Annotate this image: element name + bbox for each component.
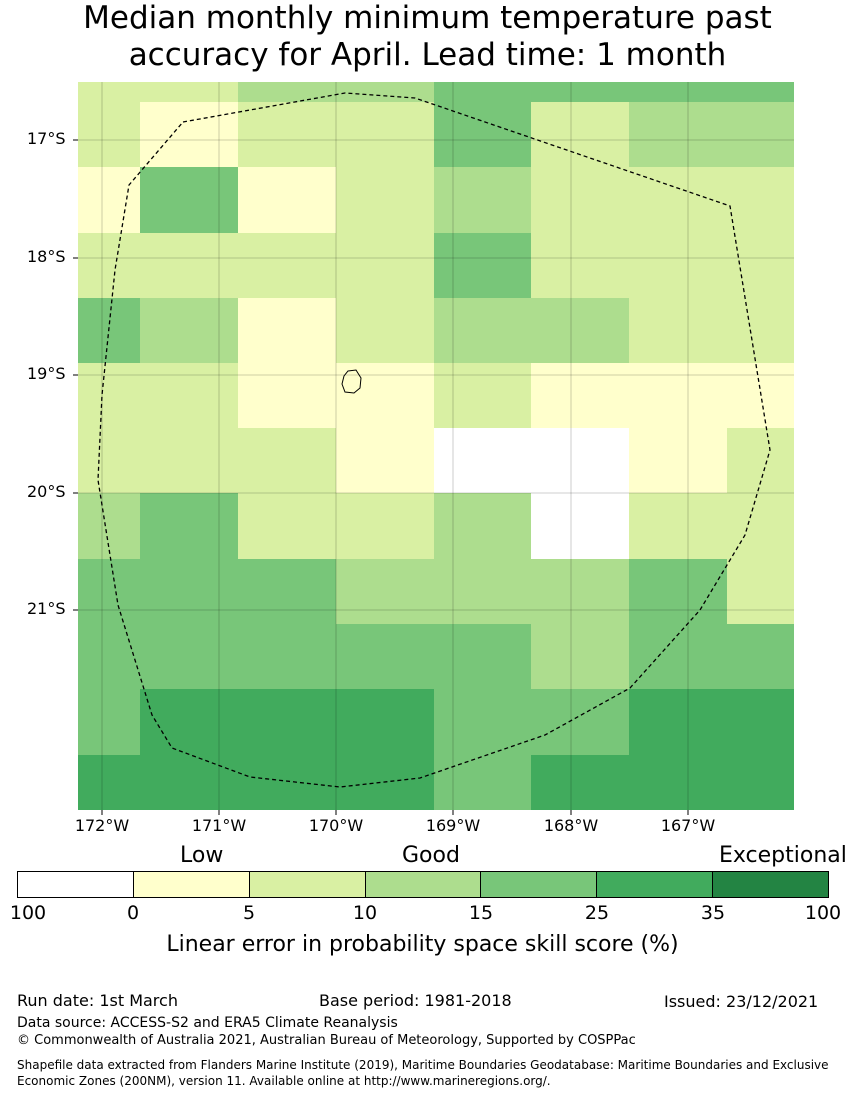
grid-cell [78,624,531,689]
grid-cell [434,493,531,559]
grid-cell [140,167,238,233]
grid-cell [78,559,336,624]
lat-label: 19°S [27,364,66,383]
grid-cell [336,428,434,493]
grid-cell [531,167,794,233]
grid-cell [434,428,629,493]
grid-cell [531,363,794,428]
grid-cell [434,167,531,233]
skill-map [73,82,794,815]
grid-cell [629,298,794,363]
colorbar-swatch [365,872,482,897]
data-source: Data source: ACCESS-S2 and ERA5 Climate … [17,1015,398,1031]
colorbar-swatch [481,872,598,897]
grid-cell [531,493,629,559]
grid-cell [434,689,629,755]
grid-cell [336,559,629,624]
copyright: © Commonwealth of Australia 2021, Austra… [17,1033,636,1048]
grid-cell [531,755,794,810]
grid-cell [238,167,336,233]
grid-cell [78,689,140,755]
grid-cell [238,493,434,559]
grid-cell [629,493,794,559]
colorbar-tick: 15 [468,902,494,924]
colorbar-tick: 0 [126,902,140,924]
grid-cell [78,102,140,167]
grid-cell [140,493,238,559]
grid-cell [434,82,794,102]
chart-title: Median monthly minimum temperature past … [0,0,855,74]
grid-cell [629,689,794,755]
grid-cell [629,428,727,493]
grid-cell [629,102,794,167]
grid-cell [531,102,629,167]
grid-cell [336,298,434,363]
colorbar-tick: 25 [584,902,610,924]
gridlines [78,82,794,810]
lon-label: 167°W [660,816,716,835]
grid-cell [531,624,629,689]
grid-cell [629,559,727,624]
grid-cell [140,102,238,167]
grid-cell [238,82,434,102]
title-line-1: Median monthly minimum temperature past [83,0,772,36]
grid-cell [78,167,140,233]
colorbar-tick: 10 [352,902,378,924]
axis-ticks [73,139,689,815]
category-exceptional: Exceptional [719,843,847,868]
lat-label: 18°S [27,247,66,266]
grid-cell [434,298,629,363]
grid-cell [336,167,434,233]
eez-boundary [97,92,771,788]
shapefile-credit-line-2: Economic Zones (200NM), version 11. Avai… [17,1074,551,1088]
title-line-2: accuracy for April. Lead time: 1 month [128,37,727,73]
grid-cell [238,363,434,428]
grid-cell [434,755,531,810]
grid-cell [78,755,434,810]
category-low: Low [180,843,224,868]
colorbar-tick: 35 [700,902,726,924]
colorbar-swatch [713,872,829,897]
colorbar-tick: 5 [242,902,256,924]
skill-grid [78,82,794,810]
lon-label: 168°W [543,816,599,835]
lat-label: 20°S [27,482,66,501]
grid-cell [78,493,140,559]
grid-cell [434,363,531,428]
run-date: Run date: 1st March [17,991,178,1010]
lon-label: 169°W [425,816,481,835]
lon-label: 170°W [308,816,364,835]
colorbar-swatch [597,872,714,897]
grid-cell [727,559,794,624]
colorbar [17,871,829,898]
colorbar-swatch [18,872,134,897]
colorbar-swatch [133,872,250,897]
issued-date: Issued: 23/12/2021 [664,992,819,1011]
grid-cell [434,233,531,298]
shapefile-credit-line-1: Shapefile data extracted from Flanders M… [17,1058,829,1072]
grid-cell [78,428,336,493]
island-outline [341,369,362,394]
grid-cell [434,102,531,167]
colorbar-tick: 100 [804,902,842,924]
lat-label: 21°S [27,599,66,618]
base-period: Base period: 1981-2018 [319,991,512,1010]
grid-cell [140,689,434,755]
grid-cell [78,363,238,428]
colorbar-swatch [249,872,366,897]
grid-cell [78,233,434,298]
grid-cell [531,233,794,298]
lat-label: 17°S [27,129,66,148]
category-good: Good [402,843,460,868]
grid-cell [78,82,238,102]
grid-cell [238,102,434,167]
lon-label: 172°W [74,816,130,835]
grid-cell [629,624,794,689]
grid-cell [238,298,336,363]
grid-cell [140,298,238,363]
colorbar-title: Linear error in probability space skill … [166,932,679,957]
lon-label: 171°W [191,816,247,835]
colorbar-tick: 100 [9,902,47,924]
